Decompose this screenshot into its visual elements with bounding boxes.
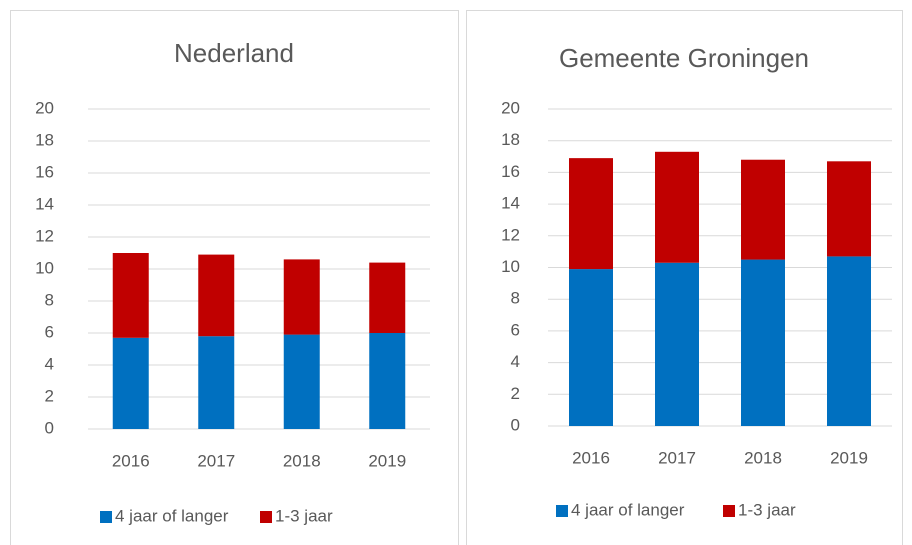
y-tick-label: 2 (45, 386, 54, 405)
bar-segment (283, 334, 320, 429)
legend-swatch (260, 511, 272, 523)
y-tick-label: 8 (511, 289, 520, 308)
legend-swatch (556, 505, 568, 517)
y-tick-label: 4 (45, 354, 54, 373)
y-tick-label: 16 (35, 162, 54, 181)
y-tick-label: 6 (511, 320, 520, 339)
x-tick-label: 2016 (572, 448, 610, 467)
y-tick-label: 12 (501, 225, 520, 244)
x-tick-label: 2019 (368, 451, 406, 470)
y-tick-label: 0 (45, 418, 54, 437)
y-tick-label: 6 (45, 322, 54, 341)
y-tick-label: 18 (35, 130, 54, 149)
bar-segment (569, 158, 613, 270)
bar-segment (741, 259, 785, 426)
y-tick-label: 0 (511, 415, 520, 434)
bar-segment (198, 336, 235, 429)
x-tick-label: 2017 (197, 451, 235, 470)
x-tick-label: 2017 (658, 448, 696, 467)
chart-title: Gemeente Groningen (559, 43, 809, 73)
bar-segment (283, 259, 320, 335)
y-tick-label: 8 (45, 290, 54, 309)
bar-segment (369, 262, 406, 333)
x-tick-label: 2018 (283, 451, 321, 470)
bar-segment (569, 269, 613, 426)
y-tick-label: 14 (501, 194, 520, 213)
panel-border (466, 10, 903, 545)
y-tick-label: 18 (501, 130, 520, 149)
legend-label: 4 jaar of langer (115, 506, 229, 525)
bar-segment (198, 254, 235, 337)
legend-swatch (723, 505, 735, 517)
bar-segment (655, 262, 699, 426)
panel-border (10, 10, 459, 545)
y-tick-label: 10 (501, 257, 520, 276)
legend-label: 4 jaar of langer (571, 500, 685, 519)
y-tick-label: 14 (35, 194, 54, 213)
y-tick-label: 12 (35, 226, 54, 245)
y-tick-label: 10 (35, 258, 54, 277)
y-tick-label: 16 (501, 162, 520, 181)
bar-segment (655, 151, 699, 263)
bar-segment (827, 256, 871, 426)
legend-swatch (100, 511, 112, 523)
bar-segment (112, 337, 149, 429)
y-tick-label: 4 (511, 352, 520, 371)
y-tick-label: 20 (501, 98, 520, 117)
chart-title: Nederland (174, 38, 294, 68)
bar-segment (741, 159, 785, 260)
y-tick-label: 20 (35, 98, 54, 117)
legend-label: 1-3 jaar (275, 506, 333, 525)
bar-segment (827, 161, 871, 257)
legend-label: 1-3 jaar (738, 500, 796, 519)
x-tick-label: 2016 (112, 451, 150, 470)
x-tick-label: 2018 (744, 448, 782, 467)
x-tick-label: 2019 (830, 448, 868, 467)
y-tick-label: 2 (511, 384, 520, 403)
bar-segment (112, 253, 149, 338)
bar-segment (369, 333, 406, 429)
